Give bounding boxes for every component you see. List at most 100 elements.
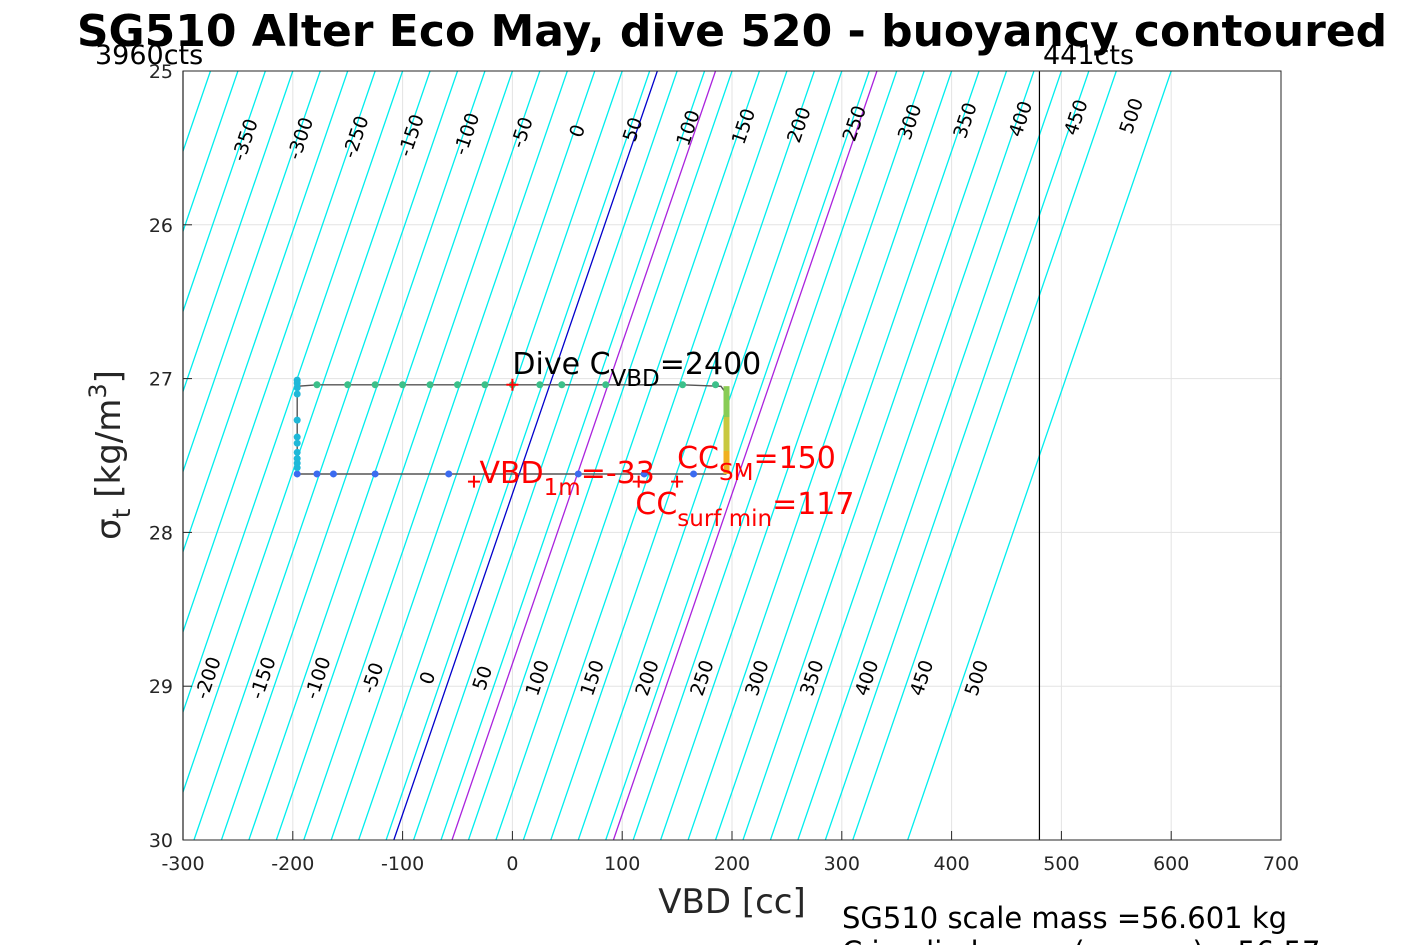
dive-point <box>293 439 301 447</box>
axis-ticks: -300 -200 -100 0 100 200 300 400 500 600 700 25 26 27… <box>149 61 1299 875</box>
footer-scale-mass: SG510 scale mass =56.601 kg <box>842 901 1287 935</box>
contour-line <box>183 71 376 634</box>
contour-line <box>797 71 1063 840</box>
contour-line <box>467 71 733 840</box>
y-axis-unit-close: ] <box>89 370 129 383</box>
contour-line <box>193 71 459 840</box>
dive-point <box>344 381 352 389</box>
x-tick-label: 200 <box>714 853 750 875</box>
vbd-1m-annotation: VBD1m=-33 <box>479 456 654 501</box>
dive-point <box>399 381 407 389</box>
dive-point <box>690 470 698 478</box>
dive-point <box>293 376 301 384</box>
contour-line <box>183 71 294 394</box>
dive-point <box>536 381 544 389</box>
dive-point <box>558 381 566 389</box>
x-tick-label: 0 <box>506 853 518 875</box>
x-axis-title: VBD [cc] <box>658 882 806 922</box>
x-tick-label: 700 <box>1263 853 1299 875</box>
contour-line <box>385 71 651 840</box>
count-line-label: 3960cts <box>95 40 203 71</box>
dive-point <box>712 381 720 389</box>
red-marker <box>467 475 480 488</box>
dive-point <box>293 455 301 463</box>
dive-point <box>679 381 687 389</box>
count-line-label: 441cts <box>1043 40 1134 71</box>
contour-line <box>577 71 843 840</box>
y-axis-symbol: σ <box>89 518 129 540</box>
contour-line <box>183 71 266 314</box>
highlighted-contour-line <box>451 71 717 840</box>
red-marker <box>506 378 519 391</box>
cc-surf-min-annotation: CCsurf min=117 <box>635 487 854 532</box>
dive-point <box>426 381 434 389</box>
x-tick-label: 100 <box>604 853 640 875</box>
dive-point <box>293 433 301 441</box>
contour-line <box>550 71 815 840</box>
x-tick-label: -100 <box>381 853 424 875</box>
highlighted-contour-line <box>393 71 658 840</box>
x-tick-label: 300 <box>824 853 860 875</box>
dive-point <box>371 381 379 389</box>
contour-line <box>330 71 596 840</box>
x-tick-label: -200 <box>271 853 314 875</box>
x-tick-label: 500 <box>1043 853 1079 875</box>
dive-point <box>293 390 301 398</box>
contour-line <box>248 71 514 840</box>
x-tick-label: -300 <box>161 853 204 875</box>
contour-line <box>742 71 1008 840</box>
contour-line <box>412 71 678 840</box>
contour-line <box>522 71 788 840</box>
dive-point <box>293 470 301 478</box>
contour-line <box>852 71 1117 840</box>
y-tick-label: 30 <box>149 830 173 852</box>
contour-line <box>687 71 953 840</box>
dive-point <box>371 470 379 478</box>
contour-line <box>824 71 1090 840</box>
buoyancy-contours <box>0 71 1172 840</box>
chart-title: SG510 Alter Eco May, dive 520 - buoyancy… <box>77 6 1387 57</box>
y-axis-subscript: t <box>107 508 136 518</box>
dive-point <box>481 381 489 389</box>
y-tick-label: 28 <box>149 522 173 544</box>
dive-point <box>574 470 582 478</box>
contour-line <box>183 71 349 554</box>
contour-line <box>714 71 980 840</box>
dive-point <box>313 381 321 389</box>
dive-point <box>454 381 461 389</box>
y-tick-label: 29 <box>149 676 173 698</box>
dive-point <box>640 470 648 478</box>
dive-point <box>293 448 301 456</box>
dive-point <box>293 416 301 424</box>
y-axis-unit: [kg/m <box>89 399 129 509</box>
dive-point <box>329 470 337 478</box>
contour-line <box>660 71 925 840</box>
contour-line <box>440 71 706 840</box>
y-tick-label: 27 <box>149 369 173 391</box>
red-marker <box>671 475 684 488</box>
highlighted-contour-line <box>612 71 878 840</box>
cc-sm-annotation: CCSM=150 <box>677 441 836 486</box>
y-tick-label: 25 <box>149 61 173 83</box>
dive-point <box>602 381 610 389</box>
contour-line <box>303 71 568 840</box>
y-axis-unit-superscript: 3 <box>84 383 112 398</box>
contour-line <box>220 71 486 840</box>
red-marker <box>632 475 645 488</box>
dive-trace <box>293 376 730 488</box>
contour-line <box>0 71 156 840</box>
contour-line <box>358 71 623 840</box>
x-tick-label: 400 <box>933 853 969 875</box>
dive-point <box>313 470 321 478</box>
contour-line <box>275 71 541 840</box>
dive-c-vbd-annotation: Dive CVBD=2400 <box>512 347 761 392</box>
contour-line <box>605 71 870 840</box>
x-tick-label: 600 <box>1153 853 1189 875</box>
contour-line <box>495 71 761 840</box>
contour-line <box>183 71 321 474</box>
dive-point <box>445 470 453 478</box>
y-axis-title: σt [kg/m3] <box>84 370 136 540</box>
contour-line <box>632 71 898 840</box>
